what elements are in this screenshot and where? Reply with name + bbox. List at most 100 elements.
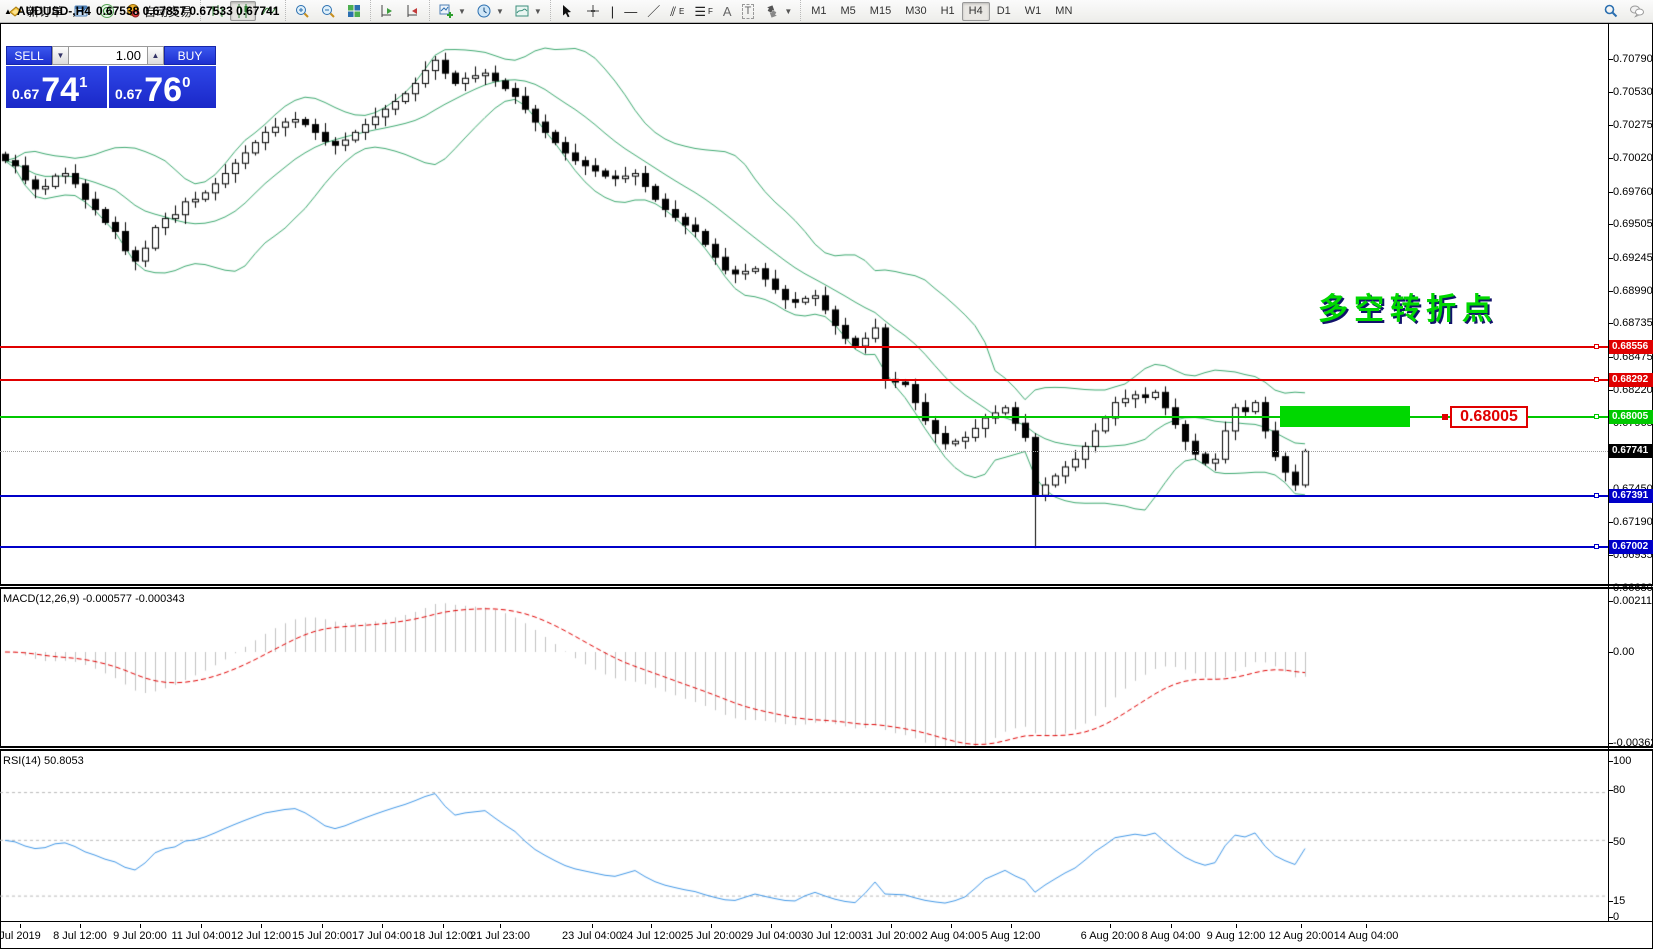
time-axis-tick [891, 924, 892, 928]
time-axis-label: 15 Jul 20:00 [292, 930, 352, 942]
rsi-axis-label: 15 [1613, 895, 1626, 907]
pane-separator[interactable] [0, 584, 1653, 589]
toolbar-group-charttype [200, 0, 285, 23]
trendline-button[interactable]: ／ [642, 1, 665, 21]
line-chart-button[interactable] [256, 1, 282, 21]
price-axis-label: 0.70275 [1613, 119, 1653, 132]
sell-button[interactable]: SELL [6, 46, 52, 65]
text-button[interactable]: A [718, 1, 737, 21]
horizontal-line-button[interactable]: — [619, 1, 642, 21]
price-label-anchor [1442, 414, 1448, 421]
price-axis-label: 0.70790 [1613, 53, 1653, 65]
periods-button[interactable]: ▼ [471, 1, 509, 21]
time-axis-label: 11 Jul 04:00 [171, 930, 231, 942]
timeframe-h4-button[interactable]: H4 [961, 1, 990, 21]
macd-axis-label: 0.002112 [1613, 595, 1653, 607]
buy-price-sup: 0 [182, 74, 191, 91]
timeframe-h1-button[interactable]: H1 [940, 5, 955, 17]
time-axis-tick [80, 924, 81, 928]
level-anchor-handle[interactable] [1594, 414, 1599, 420]
vertical-line-button[interactable]: | [606, 1, 619, 21]
pane-separator[interactable] [0, 746, 1653, 751]
timeframe-w1-button[interactable]: W1 [1024, 5, 1042, 17]
horizontal-level-line[interactable] [0, 416, 1608, 419]
rsi-axis-label: 0 [1613, 911, 1620, 923]
chat-button[interactable] [1624, 1, 1650, 21]
rsi-axis-label: 50 [1613, 836, 1626, 848]
horizontal-level-line[interactable] [0, 345, 1608, 348]
time-axis-label: 31 Jul 20:00 [861, 930, 921, 942]
autotrade-label: 自动交易 [144, 4, 193, 19]
zoom-out-button[interactable] [315, 1, 341, 21]
one-click-trading-panel: SELL ▼ ▲ BUY 0.67 74 1 0.67 76 0 [6, 46, 216, 108]
price-axis-tick [1609, 555, 1613, 557]
text-label-button[interactable]: T [737, 1, 760, 21]
buy-button[interactable]: BUY [164, 46, 216, 65]
templates-button[interactable]: ▼ [509, 1, 547, 21]
green-rectangle-object[interactable] [1280, 406, 1410, 428]
chart-shift-button[interactable] [400, 1, 426, 21]
level-anchor-handle[interactable] [1594, 543, 1599, 549]
search-button[interactable] [1598, 1, 1624, 21]
rsi-pane-canvas[interactable] [0, 752, 1608, 921]
price-axis-border [1608, 24, 1609, 921]
volume-input[interactable] [69, 46, 147, 65]
chart-annotation-text[interactable]: 多空转折点 [1318, 293, 1498, 326]
level-anchor-handle[interactable] [1594, 493, 1599, 499]
toolbar-group-scroll [370, 0, 429, 23]
timeframe-m30-button[interactable]: M30 [905, 5, 927, 17]
horizontal-level-line[interactable] [0, 495, 1608, 498]
tile-windows-button[interactable] [341, 1, 367, 21]
timeframe-d1-button[interactable]: D1 [996, 5, 1011, 17]
rsi-axis-tick [1609, 790, 1613, 791]
time-axis-label: 25 Jul 20:00 [681, 930, 741, 942]
sell-price-button[interactable]: 0.67 74 1 [6, 66, 107, 108]
text-icon: A [722, 3, 732, 19]
volume-decrease-button[interactable]: ▼ [52, 46, 69, 65]
line-chart-icon [262, 7, 276, 15]
candlestick-chart-button[interactable] [230, 1, 257, 21]
level-anchor-handle[interactable] [1594, 343, 1599, 349]
bar-chart-icon [211, 5, 224, 17]
horizontal-level-line[interactable] [0, 545, 1608, 548]
rsi-axis-label: 100 [1613, 755, 1632, 767]
indicators-button[interactable]: ▼ [433, 1, 471, 21]
time-axis-label: 23 Jul 04:00 [562, 930, 622, 942]
timeframe-mn-button[interactable]: MN [1055, 5, 1073, 17]
timeframe-m5-button[interactable]: M5 [840, 5, 856, 17]
channel-button[interactable]: ⫽ E [665, 1, 689, 21]
macd-pane-canvas[interactable] [0, 590, 1608, 746]
text-label-icon: T [741, 3, 755, 19]
bar-chart-button[interactable] [204, 1, 230, 21]
fibonacci-button[interactable]: ☰ F [689, 1, 718, 21]
horizontal-level-line[interactable] [0, 379, 1608, 382]
chart-symbol-label: AUDUSD-,H4 [16, 4, 91, 18]
autotrade-icon [127, 4, 140, 18]
rsi-axis-tick [1609, 917, 1613, 918]
price-axis-label: 0.68475 [1613, 350, 1653, 363]
new-order-button[interactable]: 新订单 [3, 1, 68, 21]
arrows-button[interactable]: ▼ [759, 1, 797, 21]
volume-increase-button[interactable]: ▲ [147, 46, 164, 65]
zoom-in-button[interactable] [289, 1, 315, 21]
signals-button[interactable] [94, 1, 120, 21]
auto-scroll-button[interactable] [374, 1, 400, 21]
cursor-button[interactable] [554, 1, 580, 21]
price-axis-tick [1609, 587, 1613, 589]
price-label-box[interactable]: 0.68005 [1450, 406, 1528, 429]
buy-price-button[interactable]: 0.67 76 0 [109, 66, 216, 108]
time-axis-label: 17 Jul 04:00 [352, 930, 412, 942]
crosshair-button[interactable] [580, 1, 606, 21]
channel-icon: ⫽ [670, 3, 677, 19]
autotrade-button[interactable]: 自动交易 [120, 1, 197, 21]
collapse-icon[interactable]: ▲ [4, 6, 12, 16]
level-anchor-handle[interactable] [1594, 377, 1599, 383]
timeframe-m1-button[interactable]: M1 [811, 5, 827, 17]
candlestick-chart-icon [237, 4, 248, 18]
market-watch-button[interactable] [68, 1, 94, 21]
timeframe-m15-button[interactable]: M15 [869, 5, 892, 17]
main-chart-canvas[interactable] [0, 24, 1608, 584]
indicators-icon [439, 4, 454, 18]
caret-down-icon: ▼ [458, 6, 466, 16]
